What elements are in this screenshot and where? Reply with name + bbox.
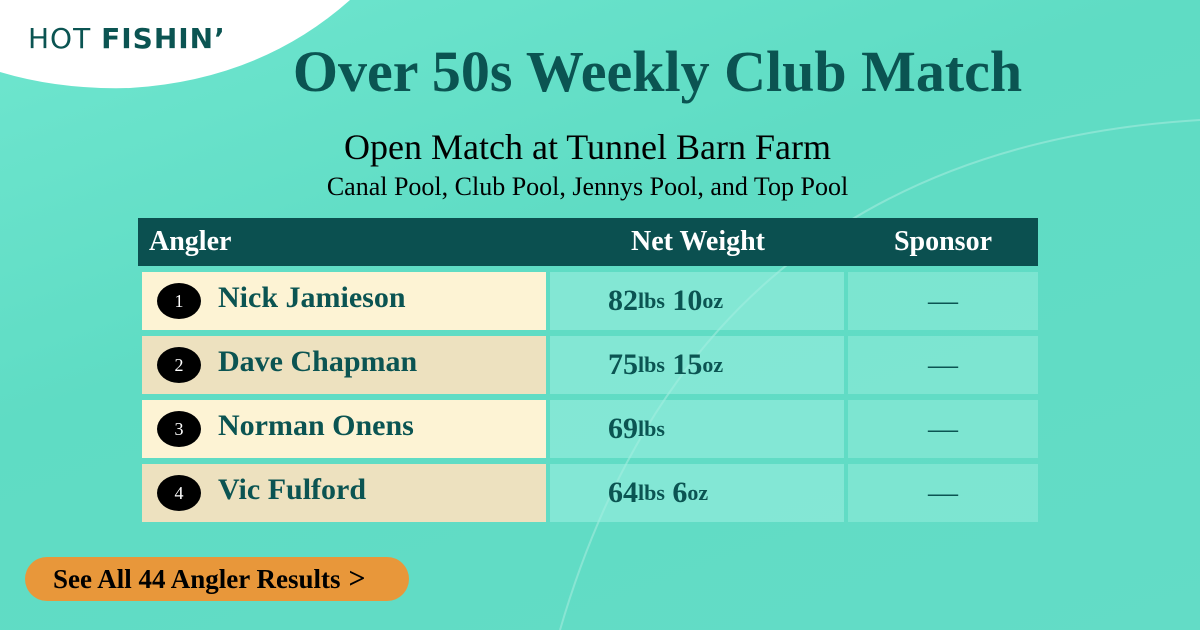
header-sponsor: Sponsor	[893, 226, 993, 257]
lbs-unit: lbs	[638, 288, 665, 313]
angler-name: Norman Onens	[218, 409, 414, 442]
angler-name: Nick Jamieson	[218, 281, 406, 314]
weight-oz: 15	[672, 348, 703, 381]
oz-unit: oz	[702, 288, 724, 313]
table-row: 3 Norman Onens 69 lbs —	[138, 400, 1038, 458]
weight-lbs: 82	[608, 284, 638, 317]
weight-cell: 75 lbs 15 oz	[550, 336, 844, 394]
weight-oz: 6	[672, 476, 688, 509]
chevron-right-icon: >	[348, 562, 366, 595]
angler-name: Vic Fulford	[218, 473, 367, 506]
header-net-weight: Net Weight	[630, 226, 766, 257]
pools-list: Canal Pool, Club Pool, Jennys Pool, and …	[326, 172, 849, 201]
angler-name: Dave Chapman	[218, 345, 418, 378]
results-table: Angler Net Weight Sponsor 1 Nick Jamieson…	[138, 218, 1038, 522]
table-header: Angler Net Weight Sponsor	[138, 218, 1038, 266]
table-row: 2 Dave Chapman 75 lbs 15 oz —	[138, 336, 1038, 394]
see-all-results-button[interactable]: See All 44 Angler Results >	[25, 557, 409, 601]
weight-cell: 64 lbs 6 oz	[550, 464, 844, 522]
oz-unit: oz	[687, 480, 709, 505]
table-row: 4 Vic Fulford 64 lbs 6 oz —	[138, 464, 1038, 522]
lbs-unit: lbs	[638, 352, 665, 377]
see-all-label: See All 44 Angler Results	[53, 563, 341, 594]
angler-cell: 3 Norman Onens	[142, 400, 546, 458]
sponsor-cell: —	[848, 336, 1038, 394]
table-row: 1 Nick Jamieson 82 lbs 10 oz —	[138, 272, 1038, 330]
rank-badge: 2	[157, 347, 201, 383]
logo-light: HOT	[28, 22, 92, 55]
sponsor-cell: —	[848, 400, 1038, 458]
weight-lbs: 64	[608, 476, 638, 509]
oz-unit: oz	[702, 352, 724, 377]
weight-cell: 82 lbs 10 oz	[550, 272, 844, 330]
angler-cell: 4 Vic Fulford	[142, 464, 546, 522]
lbs-unit: lbs	[638, 480, 665, 505]
weight-lbs: 75	[608, 348, 638, 381]
sponsor-cell: —	[848, 464, 1038, 522]
weight-oz: 10	[672, 284, 703, 317]
angler-cell: 1 Nick Jamieson	[142, 272, 546, 330]
logo-bold: FISHIN’	[101, 22, 226, 55]
angler-cell: 2 Dave Chapman	[142, 336, 546, 394]
header-angler: Angler	[149, 226, 232, 257]
logo[interactable]: HOT FISHIN’	[28, 22, 226, 55]
sponsor-cell: —	[848, 272, 1038, 330]
rank-badge: 1	[157, 283, 201, 319]
weight-cell: 69 lbs	[550, 400, 844, 458]
table-body: 1 Nick Jamieson 82 lbs 10 oz —2 Dave Chapman…	[138, 272, 1038, 522]
venue-subtitle: Open Match at Tunnel Barn Farm	[344, 127, 831, 167]
lbs-unit: lbs	[638, 416, 665, 441]
rank-badge: 4	[157, 475, 201, 511]
logo-backdrop	[0, 0, 350, 89]
rank-badge: 3	[157, 411, 201, 447]
page-title: Over 50s Weekly Club Match	[292, 39, 1023, 104]
weight-lbs: 69	[608, 412, 638, 445]
